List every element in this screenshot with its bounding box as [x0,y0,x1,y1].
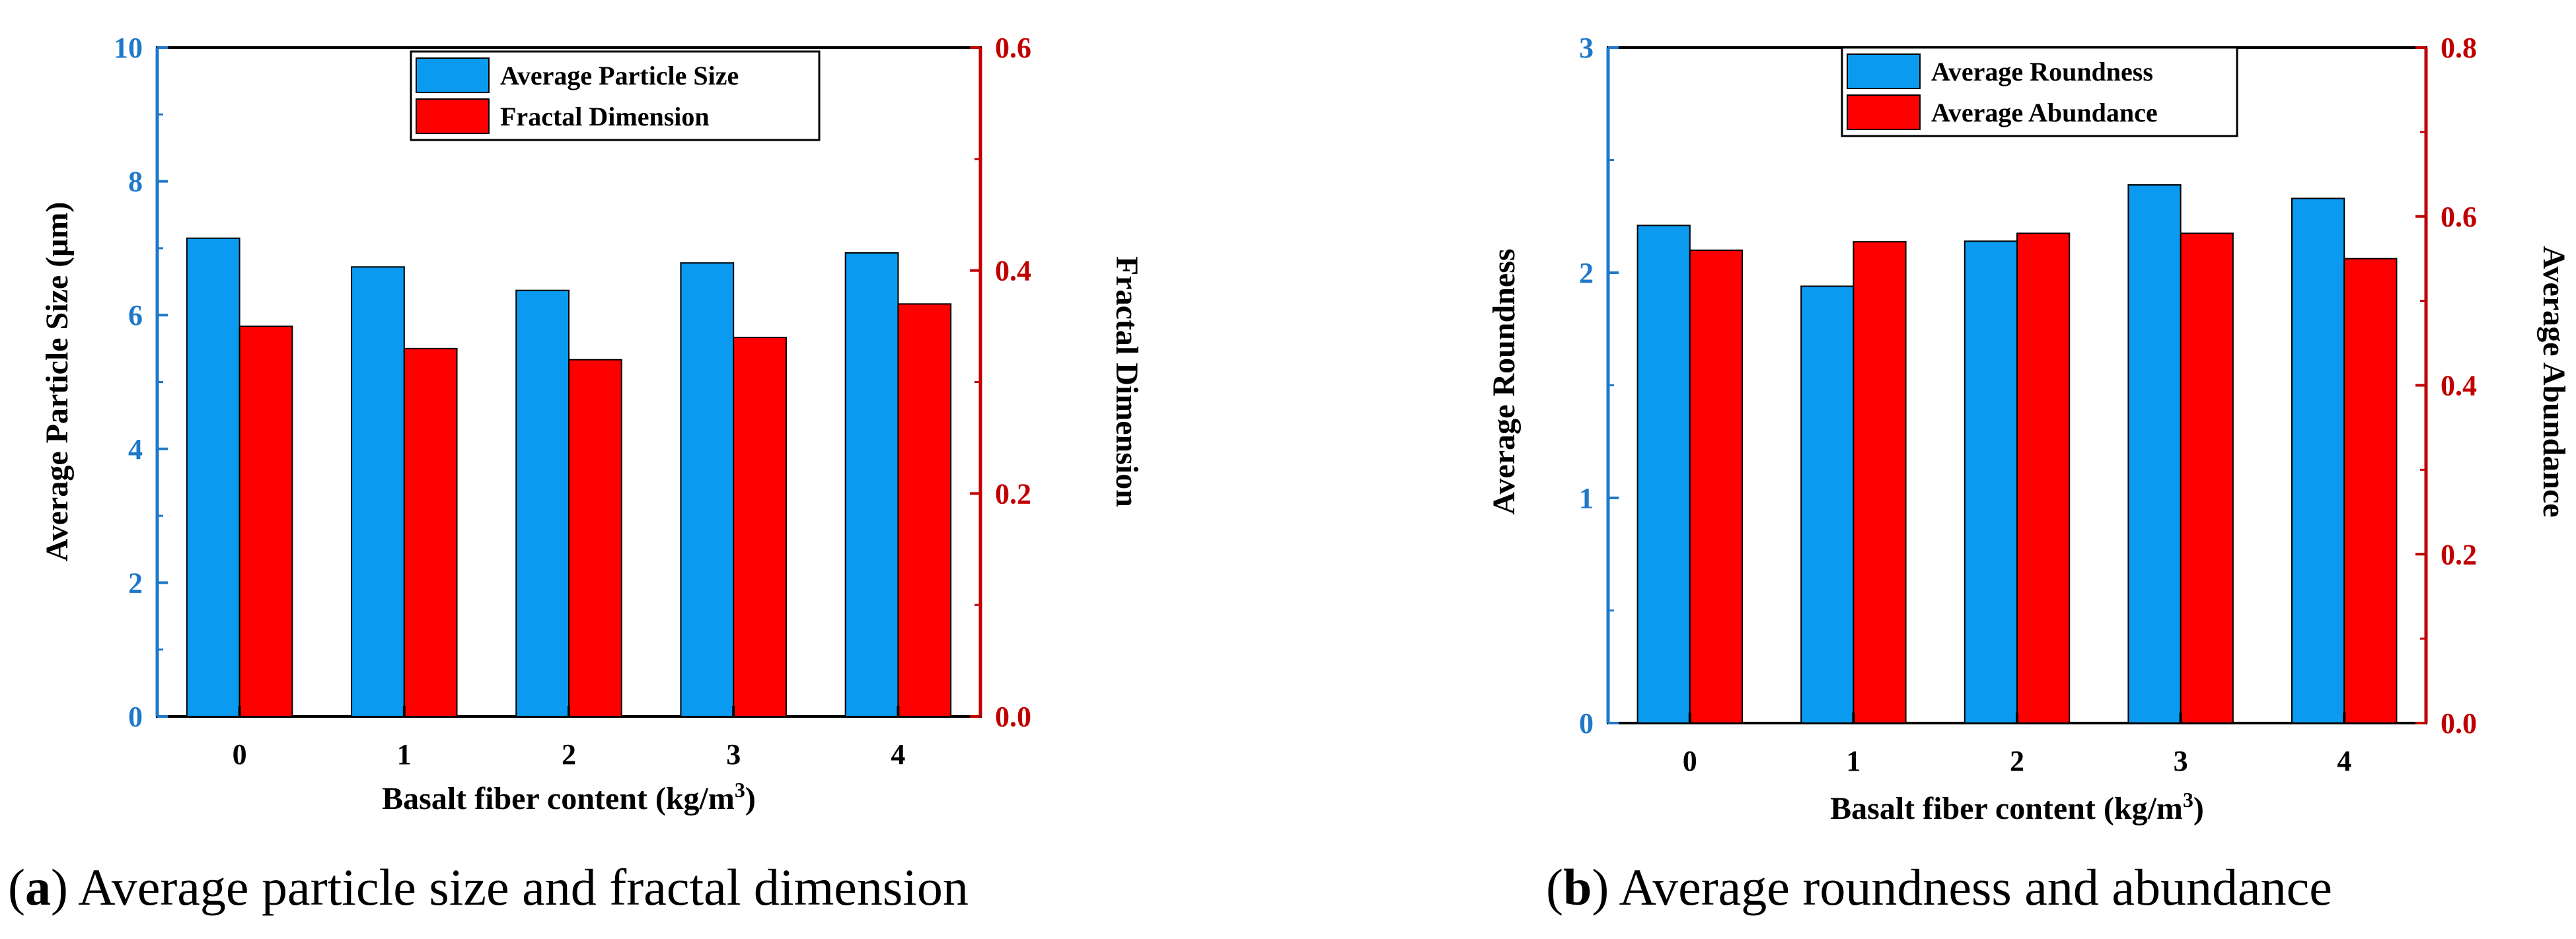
bars [1637,184,2398,724]
legend-label-fractal-dimension: Fractal Dimension [500,102,710,131]
x-axis-label-main: Basalt fiber content (kg/m [1830,791,2183,826]
x-tick-label: 0 [1683,745,1697,777]
y-right-tick-label: 0.6 [995,32,1031,64]
y-left-tick-label: 2 [1579,257,1594,289]
legend-swatch-average-particle-size [416,57,490,93]
y-left-tick-label: 2 [128,567,143,599]
x-tick-label: 4 [891,738,905,771]
x-axis-label-sup: 3 [735,778,745,802]
bar-average-abundance-4 [2343,258,2398,724]
y-left-tick-label: 3 [1579,32,1594,64]
bar-average-roundness-0 [1637,225,1691,724]
y-right-tick-label: 0.2 [2441,538,2477,571]
bar-fractal-dimension-4 [897,303,952,718]
legend-label-average-roundness: Average Roundness [1931,57,2153,87]
x-tick-label: 3 [2174,745,2188,777]
bars [186,237,952,718]
caption-b: (b) Average roundness and abundance [1546,858,2332,916]
bar-average-particle-size-1 [351,266,405,718]
caption-a: (a) Average particle size and fractal di… [8,858,969,916]
bar-average-particle-size-4 [844,252,899,717]
bar-fractal-dimension-1 [403,347,458,717]
y-left-tick-label: 10 [114,32,143,64]
x-axis-label: Basalt fiber content (kg/m3) [1830,788,2204,826]
y-axis-right-label: Average Abundance [2536,246,2571,517]
caption-letter: a [25,858,51,916]
bar-average-abundance-2 [2016,232,2071,724]
caption-letter: b [1563,858,1592,916]
legend-swatch-average-abundance [1847,94,1921,130]
axes: 0 1 2 3 0.0 0.2 0.4 0.6 0.8 0 1 2 3 4 [1579,32,2477,777]
x-axis-label-main: Basalt fiber content (kg/m [382,781,735,816]
y-right-tick-label: 0.8 [2441,32,2477,64]
x-tick-label: 1 [1846,745,1860,777]
caption-text: ) Average roundness and abundance [1592,858,2332,916]
x-axis-label-end: ) [745,781,756,816]
bar-average-roundness-4 [2291,197,2345,724]
y-left-tick-label: 0 [1579,707,1594,740]
y-right-tick-label: 0.4 [2441,370,2477,402]
bar-average-roundness-3 [2127,184,2182,724]
y-left-tick-label: 0 [128,701,143,733]
x-tick-label: 2 [562,738,576,771]
legend-label-average-abundance: Average Abundance [1931,98,2158,127]
bar-average-particle-size-2 [515,289,570,717]
y-left-tick-label: 4 [128,433,143,466]
y-right-tick-label: 0.2 [995,477,1031,510]
bar-fractal-dimension-0 [239,326,293,718]
bar-average-abundance-1 [1853,241,1907,724]
x-tick-label: 0 [233,738,247,771]
x-tick-label: 2 [2010,745,2024,777]
y-axis-right-label: Fractal Dimension [1109,256,1144,507]
legend: Average Particle Size Fractal Dimension [410,50,821,141]
x-tick-label: 1 [397,738,412,771]
y-axis-left-label: Average Roundness [1487,248,1522,514]
legend-swatch-fractal-dimension [416,98,490,134]
axes: 0 2 4 6 8 10 0.0 0.2 0.4 0.6 0 1 2 3 4 [114,32,1031,771]
x-tick-label: 4 [2337,745,2351,777]
y-right-tick-label: 0.6 [2441,201,2477,233]
legend-swatch-average-roundness [1847,53,1921,89]
bar-average-roundness-2 [1964,240,2018,724]
y-left-tick-label: 1 [1579,482,1594,514]
x-axis-label: Basalt fiber content (kg/m3) [382,778,756,816]
x-axis-label-sup: 3 [2183,788,2193,812]
chart-a: 0 2 4 6 8 10 0.0 0.2 0.4 0.6 0 1 2 3 4 Average Particl… [8,32,1144,916]
y-right-tick-label: 0.0 [995,701,1031,733]
y-left-tick-label: 6 [128,299,143,331]
bar-fractal-dimension-3 [733,336,787,717]
y-left-tick-label: 8 [128,166,143,198]
bar-average-abundance-0 [1689,249,1744,724]
bar-average-abundance-3 [2180,232,2234,724]
legend: Average Roundness Average Abundance [1841,46,2238,137]
bar-average-particle-size-3 [680,262,735,718]
x-tick-label: 3 [726,738,741,771]
legend-label-average-particle-size: Average Particle Size [500,61,739,90]
bar-average-roundness-1 [1800,285,1855,724]
chart-b: 0 1 2 3 0.0 0.2 0.4 0.6 0.8 0 1 2 3 4 Average Roundne… [1487,32,2571,916]
y-axis-left-label: Average Particle Size (μm) [40,202,75,562]
bar-average-particle-size-0 [186,237,240,717]
y-right-tick-label: 0.0 [2441,707,2477,740]
caption-text: ) Average particle size and fractal dime… [51,858,969,916]
x-axis-label-end: ) [2193,791,2204,826]
y-right-tick-label: 0.4 [995,255,1031,287]
bar-fractal-dimension-2 [568,359,622,717]
